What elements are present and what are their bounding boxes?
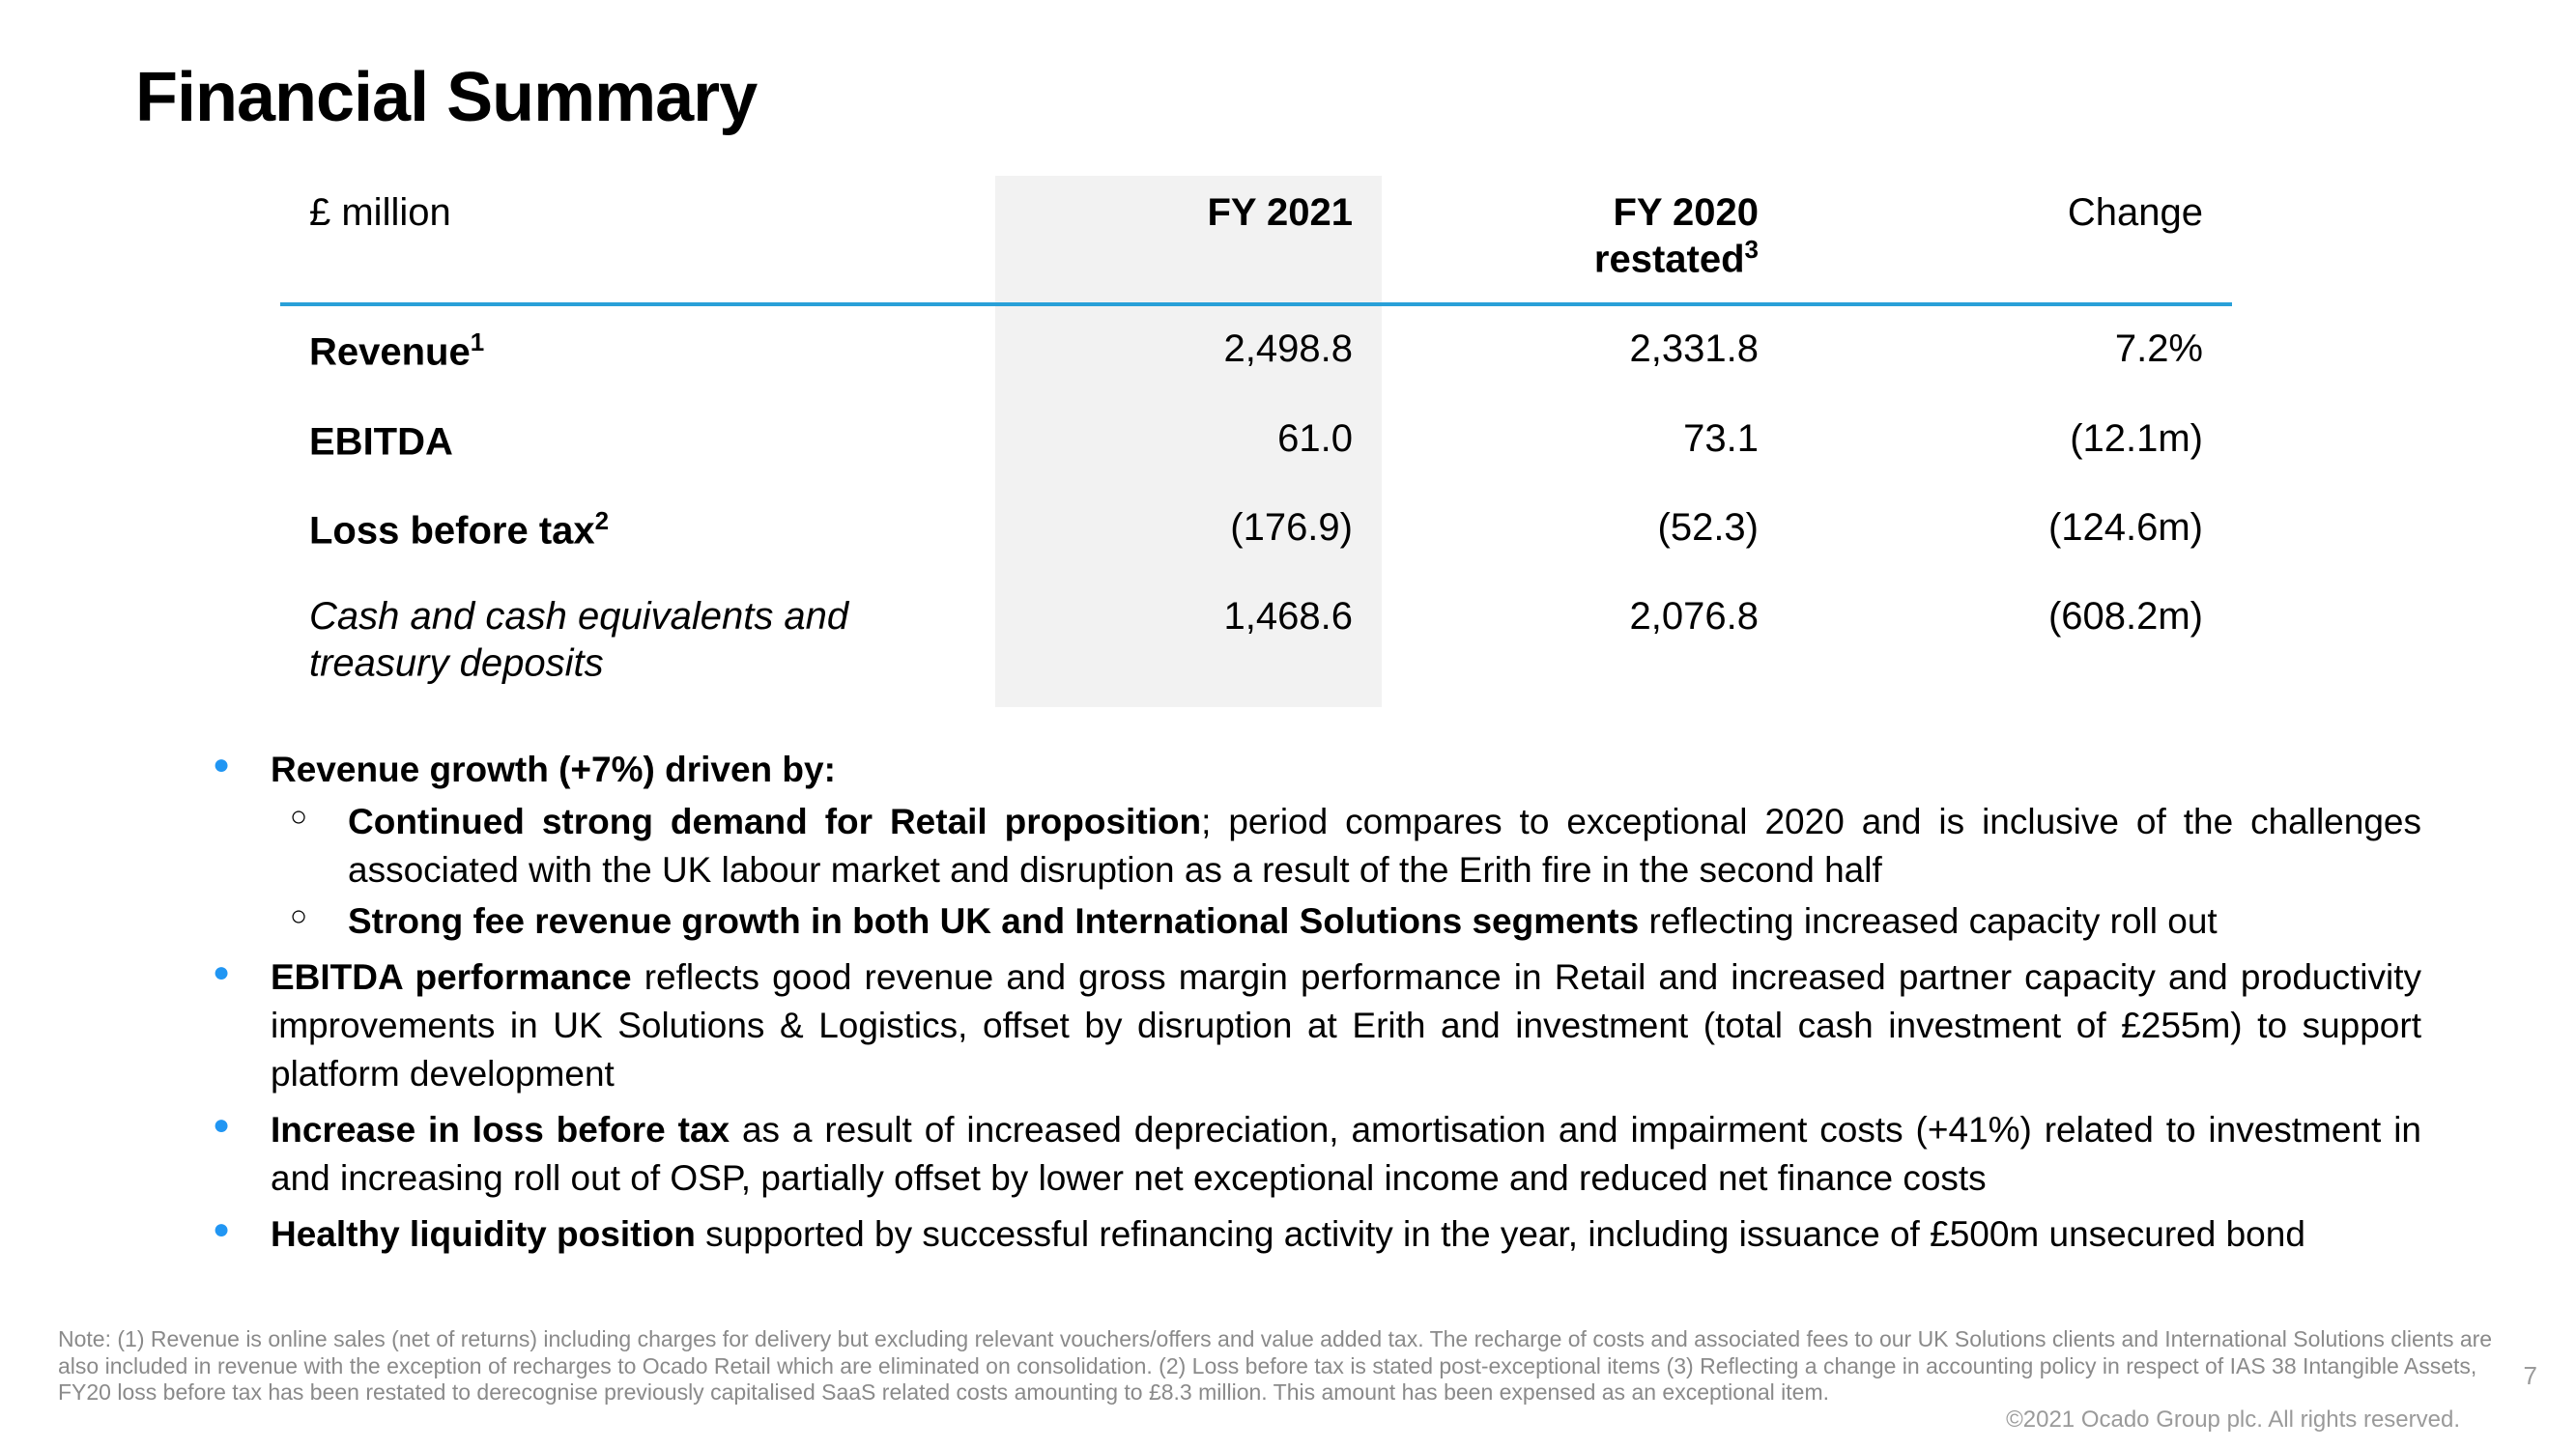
col-fy20-sup: 3	[1745, 235, 1759, 264]
table-header-row: £ million FY 2021 FY 2020 restated3 Chan…	[280, 176, 2232, 302]
bullet-bold: EBITDA performance	[271, 957, 632, 997]
bullet-list: Revenue growth (+7%) driven by: Continue…	[193, 746, 2421, 1259]
bullet-bold: Healthy liquidity position	[271, 1214, 696, 1254]
col-fy20-l1: FY 2020	[1614, 191, 1760, 234]
col-fy21: FY 2021	[995, 176, 1382, 302]
row-fy21: 2,498.8	[995, 304, 1382, 395]
table-body: Revenue1 2,498.8 2,331.8 7.2% EBITDA 61.…	[280, 304, 2232, 706]
row-change: (124.6m)	[1788, 485, 2232, 574]
table-row: Revenue1 2,498.8 2,331.8 7.2%	[280, 304, 2232, 395]
row-fy21: 61.0	[995, 396, 1382, 485]
row-fy20: (52.3)	[1382, 485, 1788, 574]
page-title: Financial Summary	[135, 58, 2441, 137]
sub-bullet-item: Strong fee revenue growth in both UK and…	[271, 897, 2421, 946]
bullet-rest: supported by successful refinancing acti…	[696, 1214, 2305, 1254]
row-label: Revenue1	[280, 304, 995, 395]
row-label: EBITDA	[280, 396, 995, 485]
col-change: Change	[1788, 176, 2232, 302]
sub-bullet-item: Continued strong demand for Retail propo…	[271, 798, 2421, 895]
row-fy21: 1,468.6	[995, 574, 1382, 706]
unit-label: £ million	[280, 176, 995, 302]
bullet-item: EBITDA performance reflects good revenue…	[193, 953, 2421, 1098]
row-change: (12.1m)	[1788, 396, 2232, 485]
col-fy20-l2: restated	[1594, 238, 1745, 280]
bullet-lead: Revenue growth (+7%) driven by:	[271, 750, 836, 789]
financial-table: £ million FY 2021 FY 2020 restated3 Chan…	[280, 176, 2232, 707]
page-number: 7	[2524, 1361, 2537, 1391]
row-fy21: (176.9)	[995, 485, 1382, 574]
col-fy20: FY 2020 restated3	[1382, 176, 1788, 302]
financial-table-wrap: £ million FY 2021 FY 2020 restated3 Chan…	[280, 176, 2232, 707]
table-row: Loss before tax2 (176.9) (52.3) (124.6m)	[280, 485, 2232, 574]
row-change: 7.2%	[1788, 304, 2232, 395]
row-fy20: 2,331.8	[1382, 304, 1788, 395]
row-label: Cash and cash equivalents and treasury d…	[280, 574, 995, 706]
row-fy20: 2,076.8	[1382, 574, 1788, 706]
row-change: (608.2m)	[1788, 574, 2232, 706]
bullet-item: Increase in loss before tax as a result …	[193, 1106, 2421, 1203]
sub-bold: Strong fee revenue growth in both UK and…	[348, 901, 1639, 941]
bullet-item: Healthy liquidity position supported by …	[193, 1210, 2421, 1259]
row-fy20: 73.1	[1382, 396, 1788, 485]
bullet-item: Revenue growth (+7%) driven by: Continue…	[193, 746, 2421, 947]
table-row: Cash and cash equivalents and treasury d…	[280, 574, 2232, 706]
table-row: EBITDA 61.0 73.1 (12.1m)	[280, 396, 2232, 485]
sub-rest: reflecting increased capacity roll out	[1639, 901, 2217, 941]
sub-bold: Continued strong demand for Retail propo…	[348, 802, 1201, 841]
row-label: Loss before tax2	[280, 485, 995, 574]
copyright-text: ©2021 Ocado Group plc. All rights reserv…	[2006, 1406, 2460, 1434]
bullet-bold: Increase in loss before tax	[271, 1110, 730, 1150]
footnote-text: Note: (1) Revenue is online sales (net o…	[58, 1326, 2499, 1406]
